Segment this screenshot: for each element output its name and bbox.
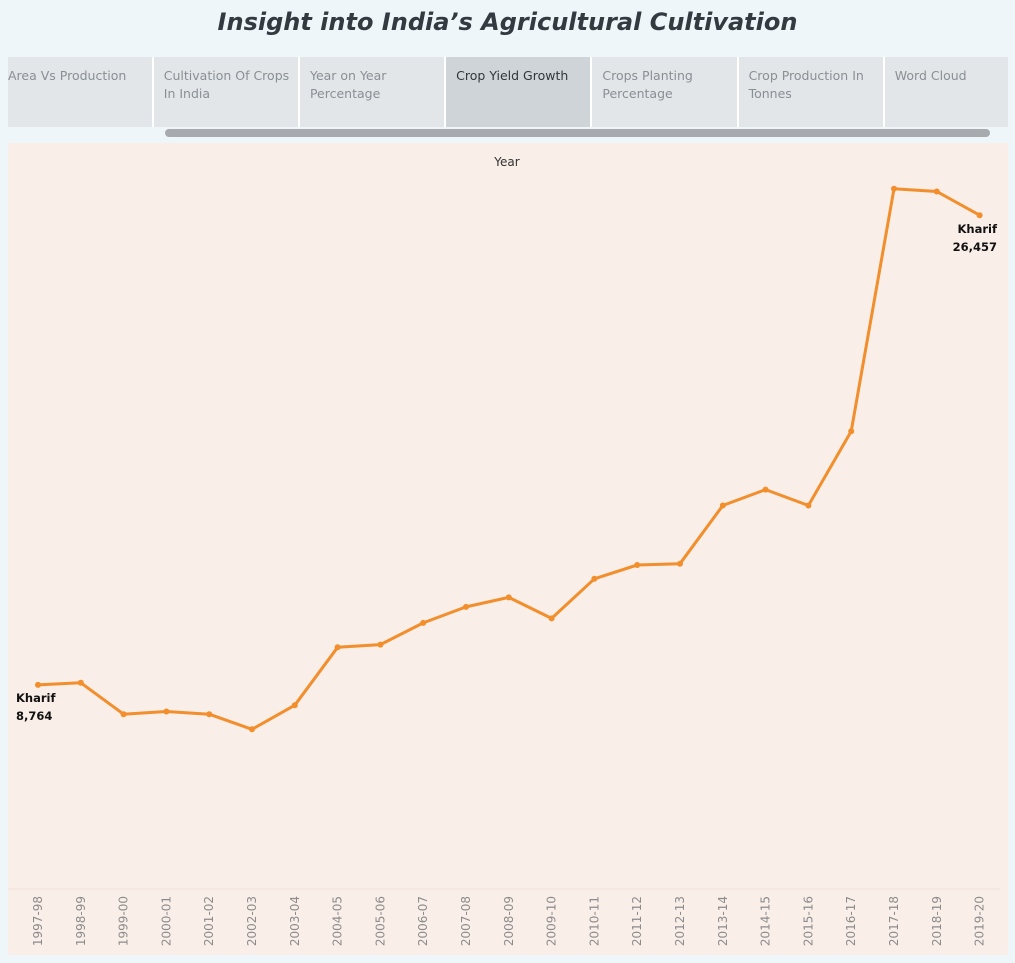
series-line-kharif	[36, 187, 982, 731]
x-tick-label: 2014-15	[759, 896, 773, 946]
x-tick-label: 2016-17	[844, 896, 858, 946]
dashboard-title: Insight into India’s Agricultural Cultiv…	[217, 8, 798, 36]
data-label-value: 26,457	[953, 240, 997, 254]
x-tick-label: 2001-02	[202, 896, 216, 946]
tab-crop-production-in-tonnes[interactable]: Crop Production In Tonnes	[738, 57, 885, 127]
data-label-value: 8,764	[16, 709, 52, 723]
data-point[interactable]	[719, 502, 726, 509]
tab-crops-planting-percentage[interactable]: Crops Planting Percentage	[592, 57, 739, 127]
data-point[interactable]	[377, 641, 384, 648]
data-label-series: Kharif	[16, 691, 56, 705]
x-tick-label: 2013-14	[716, 896, 730, 946]
tab-crop-yield-growth[interactable]: Crop Yield Growth	[446, 57, 593, 127]
data-point[interactable]	[35, 681, 41, 688]
x-tick-label: 2002-03	[245, 896, 259, 946]
x-tick-label: 2008-09	[502, 896, 516, 946]
data-point[interactable]	[291, 702, 298, 709]
data-point[interactable]	[848, 428, 855, 435]
data-point[interactable]	[120, 711, 127, 718]
x-tick-label: 2007-08	[459, 896, 473, 946]
data-point[interactable]	[77, 679, 84, 686]
x-tick-label: 2009-10	[545, 896, 559, 946]
data-point[interactable]	[891, 185, 897, 192]
x-tick-label: 2005-06	[373, 896, 387, 946]
data-point[interactable]	[249, 726, 255, 733]
tab-cultivation-of-crops[interactable]: Cultivation Of Crops In India	[153, 57, 300, 127]
data-point[interactable]	[591, 575, 598, 582]
x-tick-label: 2000-01	[159, 896, 173, 946]
data-point[interactable]	[634, 562, 641, 568]
x-tick-labels: 1997-98 1998-99 1999-00 2000-01 2001-02 2002-…	[31, 896, 987, 946]
data-point[interactable]	[206, 711, 213, 718]
x-tick-label: 2017-18	[887, 896, 901, 946]
x-tick-label: 1998-99	[74, 896, 88, 946]
x-tick-label: 2015-16	[801, 896, 815, 946]
x-tick-label: 2010-11	[587, 896, 601, 946]
x-tick-label: 1999-00	[117, 896, 131, 946]
data-point[interactable]	[334, 644, 341, 651]
data-point[interactable]	[548, 615, 555, 622]
data-point[interactable]	[976, 212, 983, 219]
x-tick-label: 2004-05	[331, 896, 345, 946]
tab-scrollbar[interactable]	[8, 127, 1008, 139]
tab-area-vs-production[interactable]: Area Vs Production	[8, 57, 154, 127]
data-point[interactable]	[463, 603, 469, 610]
data-point[interactable]	[762, 486, 769, 493]
x-tick-label: 2019-20	[973, 896, 987, 946]
x-tick-label: 2012-13	[673, 896, 687, 946]
data-point[interactable]	[677, 560, 683, 567]
tab-year-on-year-percentage[interactable]: Year on Year Percentage	[299, 57, 447, 127]
data-labels: Kharif 8,764 Kharif 26,457	[16, 222, 998, 723]
data-point[interactable]	[505, 594, 512, 601]
x-tick-label: 2003-04	[288, 896, 302, 946]
data-label-series: Kharif	[958, 222, 998, 236]
tab-scrollbar-thumb[interactable]	[165, 129, 990, 137]
x-tick-label: 2011-12	[630, 896, 644, 946]
x-tick-label: 2018-19	[930, 896, 944, 946]
data-point[interactable]	[163, 708, 170, 715]
chart-panel: Year 1997-98 1998-99 1999-00 2000-01 2001-02…	[8, 143, 1008, 955]
x-tick-label: 2006-07	[416, 896, 430, 946]
dashboard-tab-bar: Area Vs Production Cultivation Of Crops …	[8, 57, 1008, 127]
series-layer	[35, 185, 983, 733]
data-point[interactable]	[805, 502, 812, 509]
data-point[interactable]	[933, 188, 940, 195]
year-header-label: Year	[493, 155, 519, 169]
tab-word-cloud[interactable]: Word Cloud	[884, 57, 1008, 127]
x-tick-label: 1997-98	[31, 896, 45, 946]
crop-yield-line-chart: Year 1997-98 1998-99 1999-00 2000-01 2001-02…	[8, 155, 1000, 946]
data-point[interactable]	[420, 619, 427, 626]
